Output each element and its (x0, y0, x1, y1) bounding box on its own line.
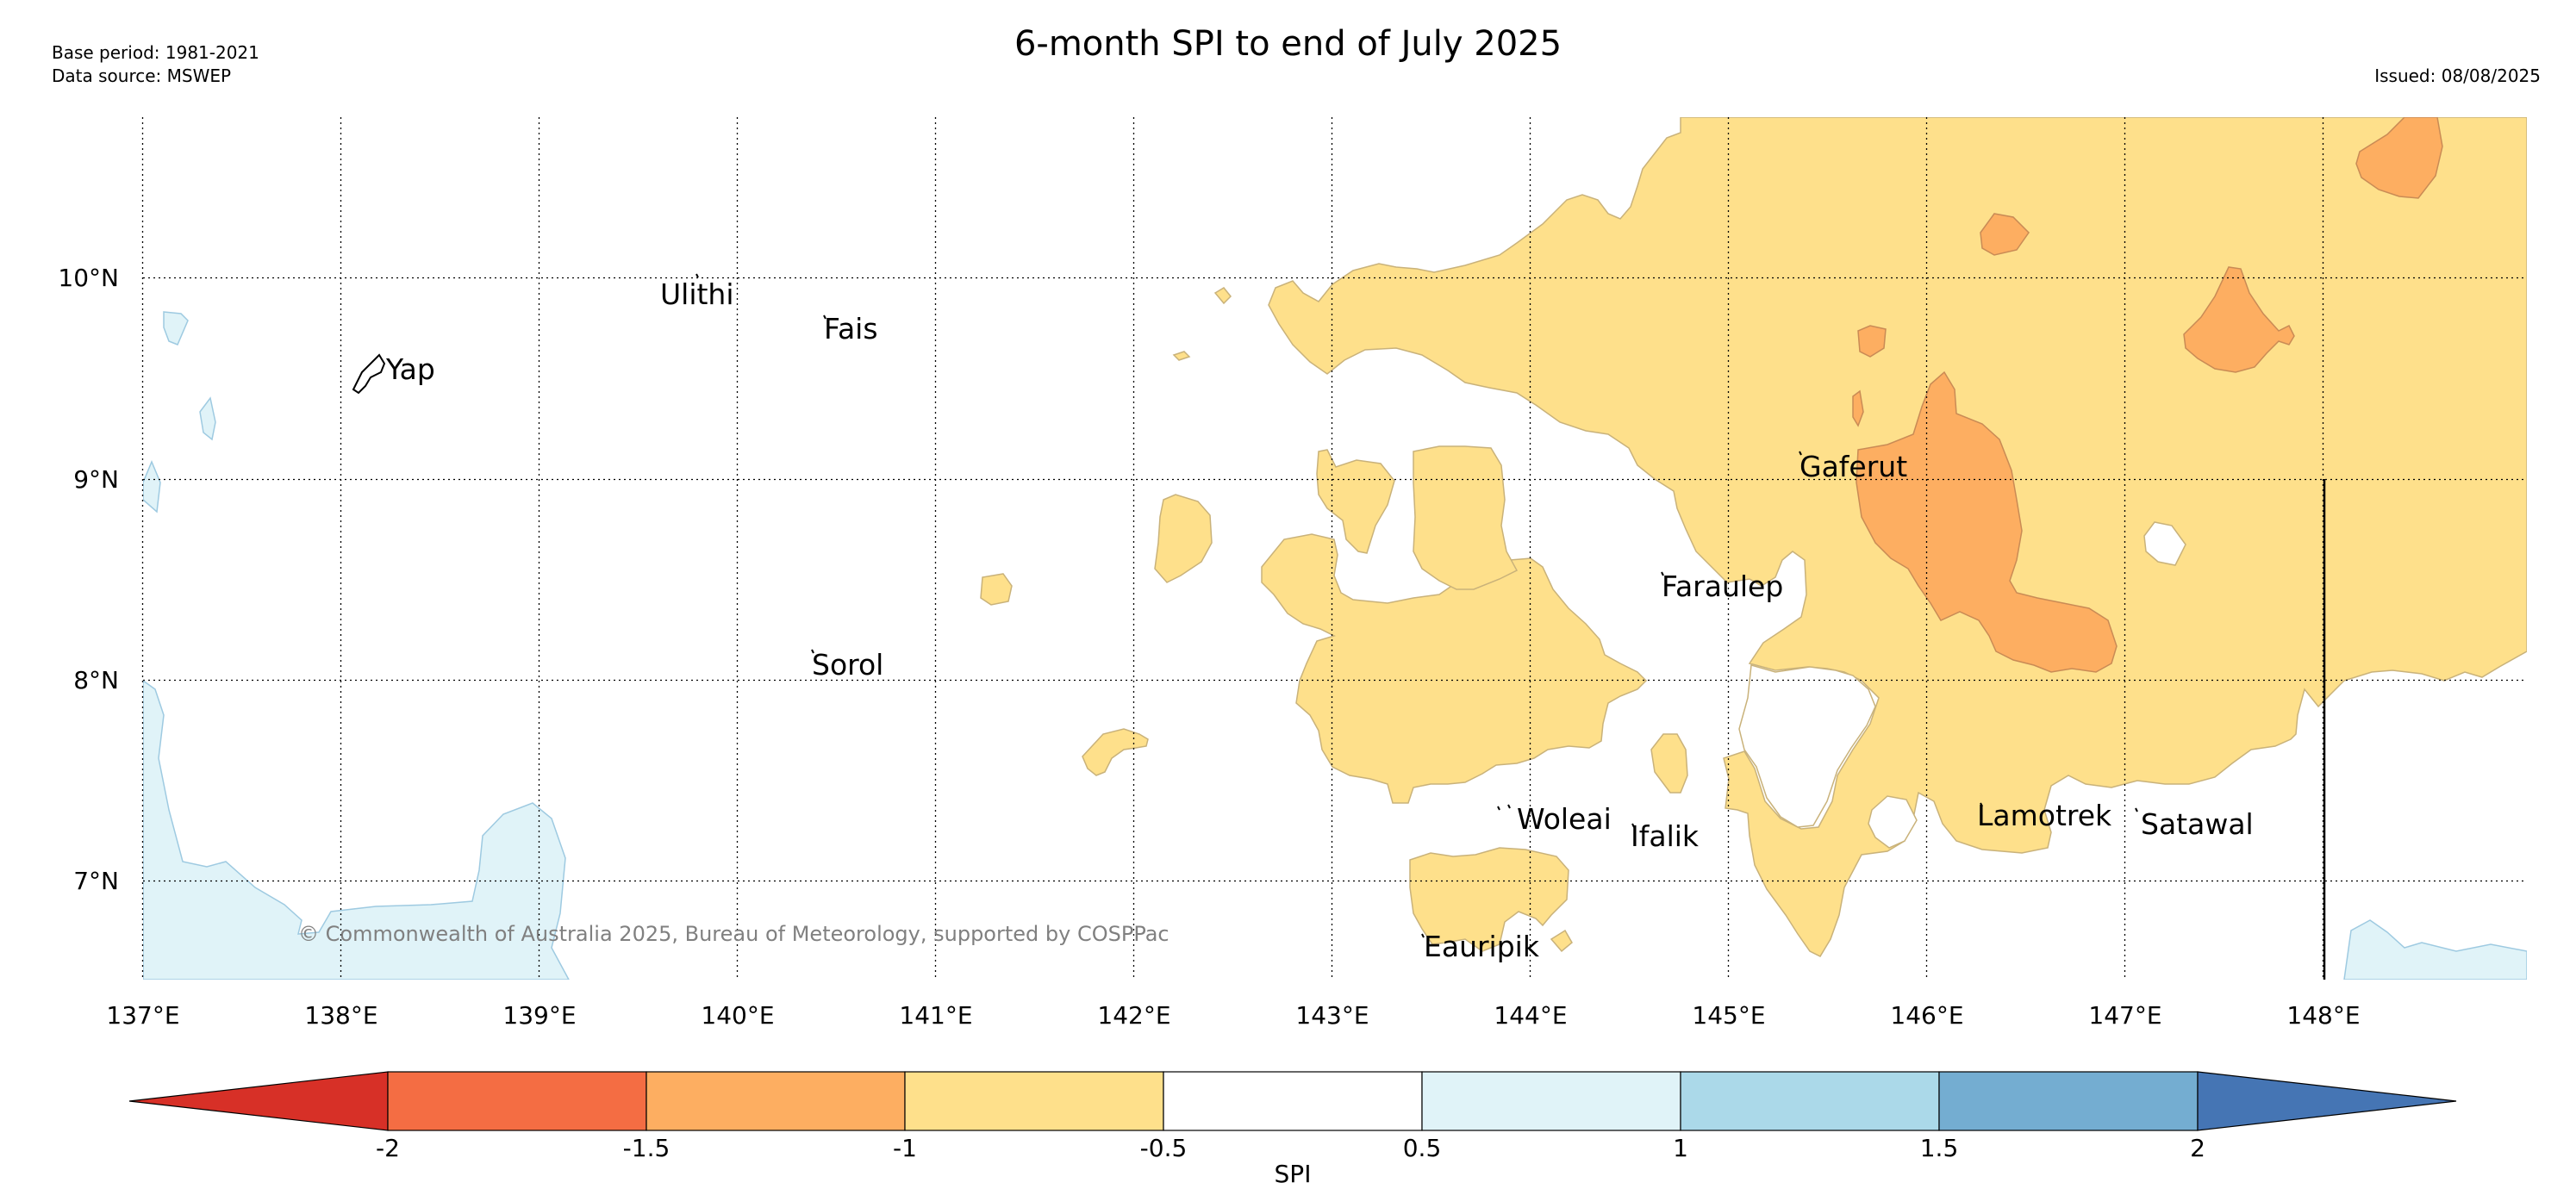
place-label-satawal: Satawal (2141, 807, 2254, 841)
spi-region-very-dry-6 (1852, 389, 1864, 427)
spi-region-very-dry-2 (2355, 117, 2443, 199)
data-source-text: Data source: MSWEP (52, 65, 232, 86)
island-dot-ulithi (695, 273, 699, 278)
spi-region-wet-island3 (143, 460, 161, 514)
spi-region-wet-west (143, 680, 570, 980)
lon-tick-label: 137°E (106, 1001, 179, 1030)
island-dot-satawal (2135, 807, 2138, 812)
spi-region-normal-hole3 (1738, 664, 1876, 828)
lon-tick-label: 142°E (1097, 1001, 1170, 1030)
spi-region-dry-c6 (1082, 728, 1149, 776)
colorbar-tick-label: -1 (893, 1134, 917, 1162)
colorbar-segment (2197, 1071, 2457, 1131)
spi-region-dry-c2 (1316, 449, 1395, 554)
island-dot-woleai (1497, 804, 1511, 811)
lat-tick-label: 10°N (58, 264, 119, 292)
issued-date: Issued: 08/08/2025 (2374, 65, 2541, 86)
lon-tick-label: 146°E (1890, 1001, 1963, 1030)
place-label-ulithi: Ulithi (660, 277, 734, 311)
island-dot-lamotrek (1980, 802, 1983, 807)
spi-region-normal-hole2 (1868, 795, 1918, 849)
place-label-yap: Yap (385, 352, 435, 386)
spi-region-dry-c10 (1213, 287, 1232, 305)
lon-tick-label: 144°E (1494, 1001, 1567, 1030)
copyright-notice: © Commonwealth of Australia 2025, Bureau… (298, 922, 1169, 946)
colorbar-segment (128, 1071, 389, 1131)
graticule (141, 117, 2527, 980)
colorbar-tick-labels: -2 -1.5 -1 -0.5 0.5 1 1.5 2 (376, 1134, 2205, 1162)
island-dot-ifalik (1631, 823, 1635, 828)
yap-island-outline (352, 353, 386, 395)
lon-tick-labels: 137°E 138°E 139°E 140°E 141°E 142°E 143°… (106, 1001, 2360, 1030)
island-markers (352, 273, 2138, 938)
lat-tick-label: 9°N (73, 465, 119, 494)
island-dot-gaferut (1799, 451, 1802, 456)
island-dot-fais (823, 314, 826, 320)
place-label-eauripik: Eauripik (1424, 930, 1540, 963)
island-dot-faraulep (1661, 571, 1664, 576)
colorbar-tick-label: 0.5 (1403, 1134, 1442, 1162)
spi-region-dry-c9 (1550, 929, 1573, 953)
colorbar-tick-label: 2 (2190, 1134, 2205, 1162)
spi-region-dry-c11 (1172, 351, 1191, 361)
map-title: 6-month SPI to end of July 2025 (1014, 24, 1562, 64)
lon-tick-label: 140°E (701, 1001, 774, 1030)
colorbar-tick-label: 1 (1673, 1134, 1688, 1162)
colorbar-segment (1421, 1071, 1681, 1131)
lat-tick-label: 7°N (73, 867, 119, 895)
lon-tick-label: 148°E (2286, 1001, 2360, 1030)
colorbar-tick-label: 1.5 (1920, 1134, 1959, 1162)
spi-region-very-dry-4 (2183, 266, 2295, 373)
spi-region-normal-hole1 (2143, 521, 2186, 566)
lon-tick-label: 145°E (1692, 1001, 1765, 1030)
colorbar-segment (1163, 1071, 1423, 1131)
colorbar-segment (904, 1071, 1164, 1131)
spi-colorbar (128, 1071, 2457, 1131)
colorbar-segment (646, 1071, 906, 1131)
place-label-lamotrek: Lamotrek (1977, 799, 2112, 832)
lat-tick-labels: 10°N 9°N 8°N 7°N (58, 264, 119, 895)
colorbar-segment (1938, 1071, 2199, 1131)
place-label-sorol: Sorol (812, 648, 883, 682)
island-dot-sorol (811, 649, 814, 654)
spi-region-dry-c8 (1650, 733, 1688, 794)
place-label-ifalik: Ifalik (1631, 819, 1700, 853)
colorbar-tick-label: -1.5 (623, 1134, 671, 1162)
colorbar-segment (1680, 1071, 1940, 1131)
spi-region-dry-c3 (1413, 445, 1519, 590)
base-period-text: Base period: 1981-2021 (52, 42, 259, 63)
spi-region-dry-c4 (1154, 494, 1213, 583)
lon-tick-label: 138°E (304, 1001, 377, 1030)
spi-region-wet-east (2343, 919, 2527, 980)
spi-region-dry-c5 (980, 573, 1013, 606)
spi-region-dry-center (1261, 533, 1648, 804)
spi-region-very-dry-1 (1856, 370, 2118, 673)
lon-tick-label: 139°E (502, 1001, 576, 1030)
spi-region-very-dry-3 (1980, 213, 2030, 256)
place-labels: Yap Ulithi Fais Sorol Gaferut Faraulep W… (385, 277, 2254, 963)
spi-region-dry-c7 (1409, 847, 1569, 952)
colorbar-label: SPI (1275, 1160, 1312, 1188)
lon-tick-label: 141°E (899, 1001, 972, 1030)
colorbar-tick-label: -0.5 (1140, 1134, 1188, 1162)
spi-shading (143, 117, 2527, 980)
place-label-faraulep: Faraulep (1662, 570, 1783, 603)
place-label-gaferut: Gaferut (1799, 450, 1907, 483)
lon-tick-label: 143°E (1295, 1001, 1369, 1030)
place-label-fais: Fais (824, 312, 878, 345)
spi-region-wet-island2 (199, 396, 216, 441)
spi-region-wet-island1 (163, 311, 189, 345)
island-dot-eauripik (1421, 933, 1425, 938)
lon-tick-label: 147°E (2088, 1001, 2161, 1030)
colorbar-tick-label: -2 (376, 1134, 400, 1162)
spi-region-very-dry-5 (1857, 325, 1887, 358)
lat-tick-label: 8°N (73, 666, 119, 694)
place-label-woleai: Woleai (1517, 802, 1612, 836)
colorbar-segment (387, 1071, 647, 1131)
